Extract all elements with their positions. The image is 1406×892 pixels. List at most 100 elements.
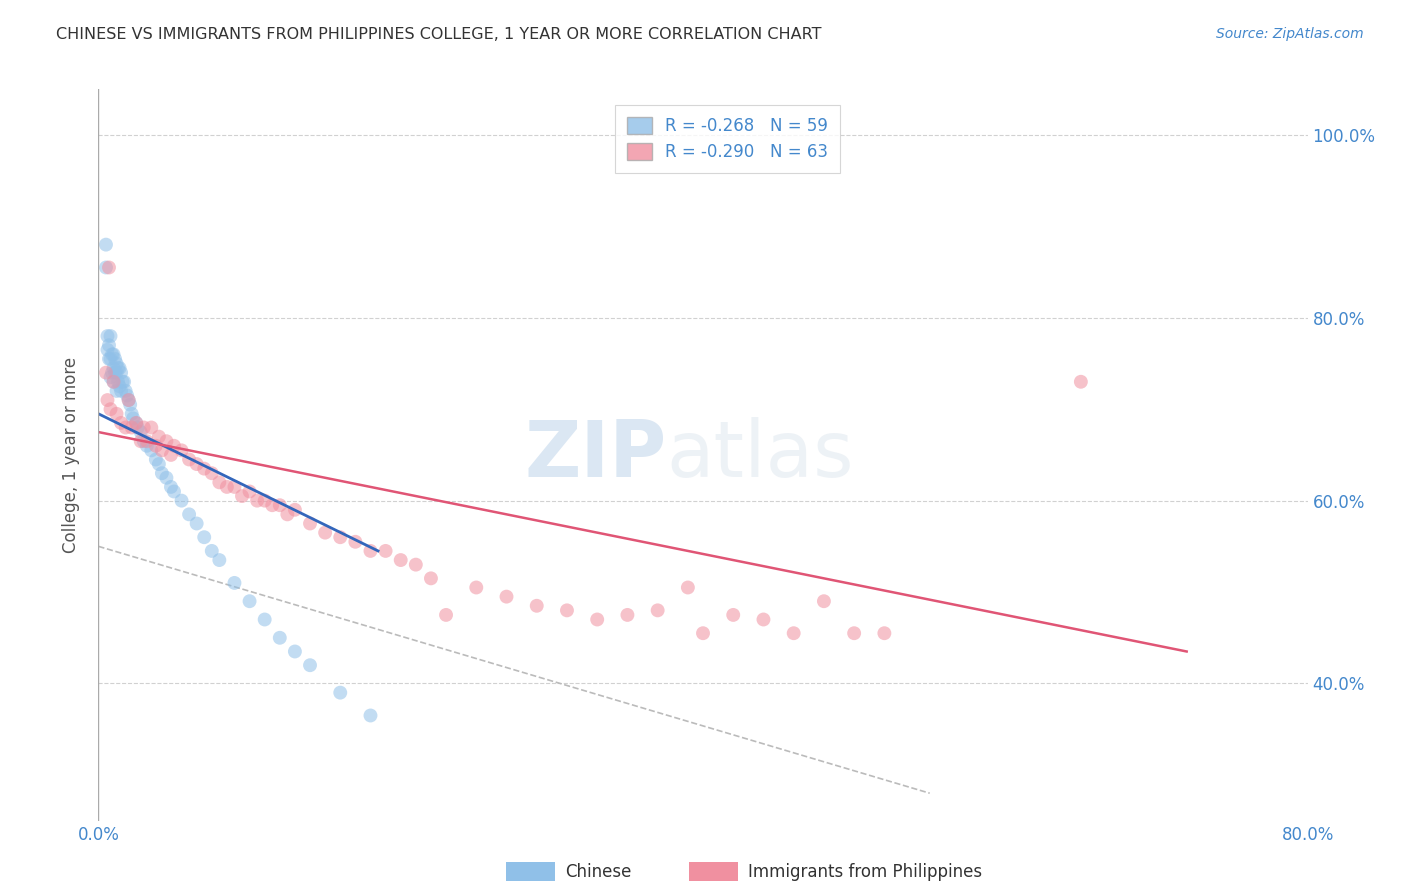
Text: ZIP: ZIP: [524, 417, 666, 493]
Point: [141, 420, 163, 434]
Point: [100, 351, 122, 366]
Point: [344, 534, 367, 549]
Point: [101, 347, 124, 361]
Point: [873, 626, 896, 640]
Y-axis label: College, 1 year or more: College, 1 year or more: [62, 357, 80, 553]
Point: [193, 461, 215, 475]
Point: [148, 429, 170, 443]
Point: [374, 544, 396, 558]
Point: [495, 590, 517, 604]
Point: [103, 347, 125, 361]
Point: [94, 260, 117, 275]
Point: [239, 594, 262, 608]
Point: [122, 411, 145, 425]
Point: [135, 439, 157, 453]
Point: [100, 329, 122, 343]
Point: [360, 708, 382, 723]
Point: [98, 338, 121, 352]
Point: [723, 607, 745, 622]
Point: [155, 471, 177, 485]
Point: [115, 388, 138, 402]
Point: [420, 571, 443, 585]
Point: [555, 603, 578, 617]
Point: [100, 370, 122, 384]
Point: [94, 366, 117, 380]
Point: [118, 393, 141, 408]
Point: [269, 631, 291, 645]
Point: [141, 443, 163, 458]
Text: atlas: atlas: [666, 417, 855, 493]
Point: [647, 603, 669, 617]
Point: [231, 489, 253, 503]
Point: [179, 452, 201, 467]
Point: [276, 508, 298, 522]
Point: [96, 393, 118, 408]
Point: [111, 375, 134, 389]
Point: [135, 434, 157, 449]
Point: [752, 613, 775, 627]
Point: [676, 581, 699, 595]
Point: [170, 443, 193, 458]
Point: [269, 498, 291, 512]
Point: [103, 375, 125, 389]
Point: [145, 452, 167, 467]
Point: [98, 351, 121, 366]
Text: Chinese: Chinese: [565, 863, 631, 881]
Point: [132, 434, 155, 449]
Point: [170, 493, 193, 508]
Point: [360, 544, 382, 558]
Point: [262, 498, 284, 512]
Point: [112, 375, 135, 389]
Point: [114, 384, 136, 398]
Point: [105, 407, 128, 421]
Point: [314, 525, 336, 540]
Point: [160, 448, 183, 462]
Point: [121, 420, 143, 434]
Legend: R = -0.268   N = 59, R = -0.290   N = 63: R = -0.268 N = 59, R = -0.290 N = 63: [614, 105, 839, 173]
Point: [104, 366, 127, 380]
Point: [434, 607, 457, 622]
Point: [129, 434, 152, 449]
Point: [163, 484, 186, 499]
Point: [160, 480, 183, 494]
Point: [246, 493, 269, 508]
Text: CHINESE VS IMMIGRANTS FROM PHILIPPINES COLLEGE, 1 YEAR OR MORE CORRELATION CHART: CHINESE VS IMMIGRANTS FROM PHILIPPINES C…: [56, 27, 821, 42]
Point: [110, 416, 132, 430]
Point: [145, 439, 167, 453]
Point: [692, 626, 714, 640]
Point: [179, 508, 201, 522]
Point: [105, 356, 128, 371]
Point: [98, 260, 121, 275]
Point: [118, 393, 141, 408]
Point: [186, 457, 208, 471]
Point: [103, 375, 125, 389]
Point: [125, 416, 148, 430]
Point: [96, 343, 118, 357]
Point: [193, 530, 215, 544]
Point: [107, 375, 129, 389]
Point: [844, 626, 866, 640]
Point: [1070, 375, 1092, 389]
Point: [114, 420, 136, 434]
Point: [121, 407, 143, 421]
Point: [201, 544, 224, 558]
Point: [201, 466, 224, 480]
Point: [101, 366, 124, 380]
Point: [155, 434, 177, 449]
Point: [389, 553, 412, 567]
Point: [239, 484, 262, 499]
Point: [125, 416, 148, 430]
Point: [186, 516, 208, 531]
Point: [405, 558, 427, 572]
Point: [616, 607, 638, 622]
Point: [224, 480, 246, 494]
Point: [299, 658, 322, 673]
Point: [150, 443, 173, 458]
Point: [108, 361, 131, 376]
Point: [284, 503, 307, 517]
Point: [526, 599, 548, 613]
Point: [284, 644, 307, 658]
Point: [127, 420, 149, 434]
Point: [104, 351, 127, 366]
Point: [103, 361, 125, 376]
